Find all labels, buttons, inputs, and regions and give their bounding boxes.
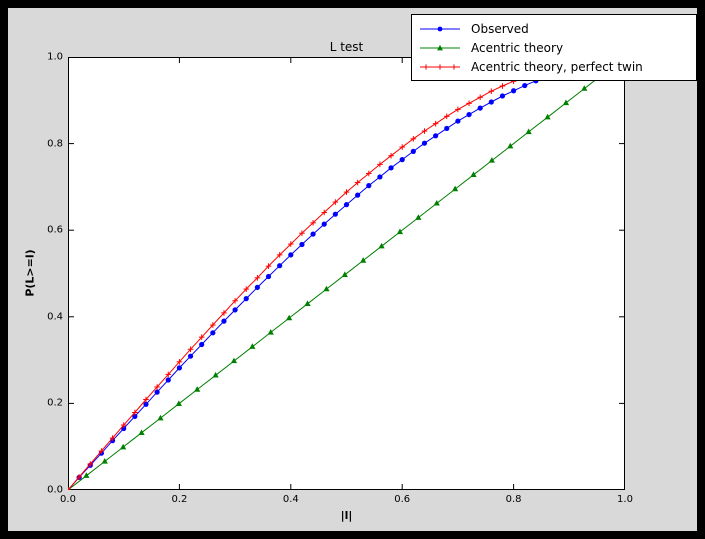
y-tick-label: 1.0	[47, 51, 63, 63]
series-line	[67, 73, 604, 491]
legend-line-sample	[420, 26, 460, 31]
triangle-marker	[507, 142, 514, 149]
series-line	[67, 68, 548, 491]
circle-marker	[265, 273, 272, 280]
legend-label: Acentric theory	[471, 40, 564, 55]
y-tick-label: 0.4	[47, 311, 63, 323]
triangle-marker	[433, 199, 440, 206]
triangle-marker	[286, 314, 293, 321]
circle-marker	[132, 413, 138, 419]
triangle-marker	[267, 328, 274, 335]
circle-marker	[366, 183, 372, 189]
y-tick-label: 0.8	[47, 138, 63, 150]
triangle-marker	[437, 44, 443, 50]
y-tick-label: 0.2	[47, 397, 63, 409]
circle-marker	[143, 401, 149, 407]
triangle-marker	[249, 343, 256, 349]
triangle-marker	[525, 128, 532, 135]
circle-marker	[377, 174, 383, 180]
legend-item: Acentric theory	[418, 38, 688, 57]
circle-marker	[221, 318, 227, 324]
triangle-marker	[83, 472, 90, 478]
circle-marker	[310, 231, 316, 237]
triangle-marker	[323, 285, 330, 292]
x-axis-label: |l|	[340, 509, 353, 522]
circle-marker	[522, 82, 528, 89]
circle-marker	[288, 252, 294, 258]
y-axis-label: P(L>=l)	[23, 249, 37, 297]
triangle-marker	[452, 185, 459, 192]
circle-marker	[455, 118, 461, 124]
triangle-marker	[396, 228, 404, 235]
triangle-marker	[544, 113, 551, 120]
plot-area	[64, 56, 626, 493]
chart-title: L test	[329, 40, 364, 54]
circle-marker	[421, 140, 428, 146]
triangle-marker	[120, 443, 127, 450]
circle-marker	[299, 241, 305, 248]
triangle-marker	[341, 271, 348, 277]
triangle-marker	[415, 214, 422, 220]
triangle-marker	[230, 357, 238, 364]
circle-marker	[187, 353, 194, 359]
x-tick-label: 1.0	[617, 494, 633, 505]
figure-canvas: L test 0.0 0.2 0.4 0.6 0.8 1.0 0.0 0.2 0.4 0.6 0.…	[8, 8, 697, 531]
circle-marker	[488, 99, 494, 105]
legend-item: Acentric theory, perfect twin	[418, 57, 688, 76]
triangle-marker	[101, 458, 108, 464]
legend: Observed Acentric theory Acentric theory, …	[411, 14, 697, 81]
circle-marker	[343, 202, 350, 208]
x-tick-label: 0.8	[505, 494, 522, 505]
circle-marker	[165, 377, 171, 383]
circle-marker	[176, 365, 182, 371]
x-tick-label: 0.4	[282, 494, 299, 505]
triangle-marker	[562, 99, 570, 106]
triangle-marker	[138, 429, 145, 436]
circle-marker	[511, 88, 517, 94]
circle-marker	[232, 307, 238, 313]
circle-marker	[399, 157, 405, 163]
circle-marker	[466, 111, 472, 118]
circle-marker	[433, 133, 439, 139]
y-tick-label: 0.0	[47, 484, 63, 496]
triangle-marker	[194, 386, 201, 392]
plot-canvas	[64, 56, 626, 493]
triangle-marker	[470, 171, 477, 177]
circle-marker	[277, 263, 283, 269]
circle-marker	[199, 341, 205, 348]
triangle-marker	[581, 85, 588, 91]
circle-marker	[243, 296, 249, 302]
circle-marker	[332, 211, 338, 217]
triangle-marker	[378, 242, 385, 249]
legend-label: Observed	[471, 21, 529, 36]
circle-marker	[499, 93, 506, 99]
circle-marker	[210, 330, 216, 336]
triangle-marker	[212, 371, 219, 378]
circle-marker	[355, 192, 361, 198]
triangle-marker	[488, 157, 495, 163]
legend-line-sample	[420, 44, 460, 50]
circle-marker	[254, 284, 260, 290]
triangle-marker	[360, 257, 367, 263]
x-tick-label: 0.6	[394, 494, 411, 505]
circle-marker	[444, 125, 450, 132]
y-tick-label: 0.6	[47, 224, 63, 236]
circle-marker	[437, 26, 443, 31]
circle-marker	[154, 389, 160, 395]
x-tick-label: 0.0	[60, 494, 76, 505]
x-tick-label: 0.2	[171, 494, 188, 505]
legend-label: Acentric theory, perfect twin	[471, 59, 643, 74]
circle-marker	[410, 148, 416, 154]
legend-item: Observed	[418, 19, 688, 38]
triangle-marker	[304, 300, 311, 307]
legend-line-sample	[420, 63, 460, 70]
triangle-marker	[157, 414, 164, 421]
triangle-marker	[175, 400, 182, 407]
circle-marker	[321, 221, 327, 227]
circle-marker	[388, 165, 394, 171]
circle-marker	[477, 105, 483, 111]
